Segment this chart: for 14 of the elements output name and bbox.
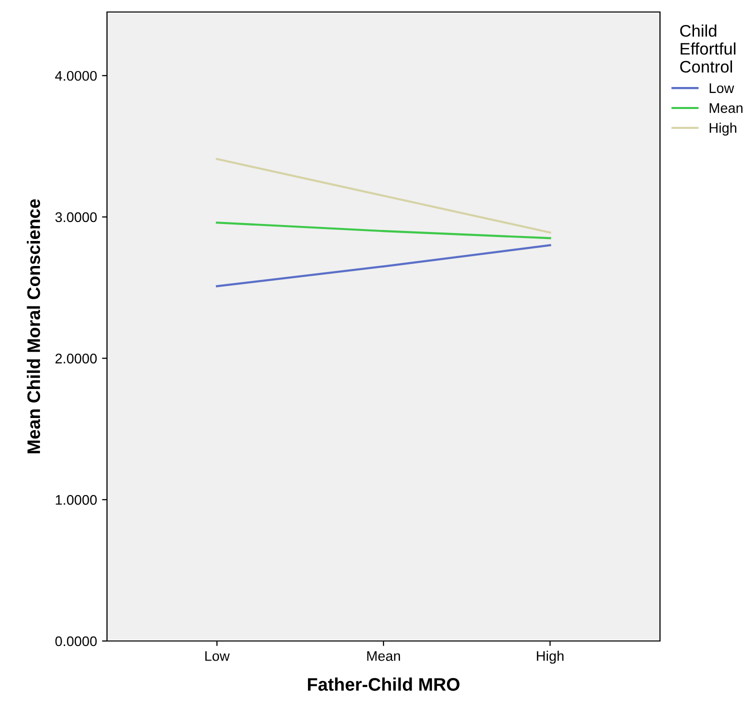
x-axis-title: Father-Child MRO (308, 678, 460, 691)
y-tick-label: 1.0000 (56, 494, 97, 505)
x-tick-label: Mean (367, 651, 400, 661)
y-axis-title: Mean Child Moral Conscience (26, 199, 40, 454)
y-tick-label: 4.0000 (55, 70, 97, 81)
legend-label: Mean (710, 103, 742, 113)
legend-label: Low (710, 83, 734, 94)
y-tick-label: 3.0000 (55, 212, 97, 222)
y-tick-label: 0.0000 (55, 636, 97, 646)
x-tick-label: High (536, 650, 564, 664)
x-tick-label: Low (205, 651, 230, 661)
legend-title: Child Effortful Control (680, 24, 736, 73)
y-tick-label: 2.0000 (56, 354, 97, 364)
legend-label: High (710, 122, 736, 136)
